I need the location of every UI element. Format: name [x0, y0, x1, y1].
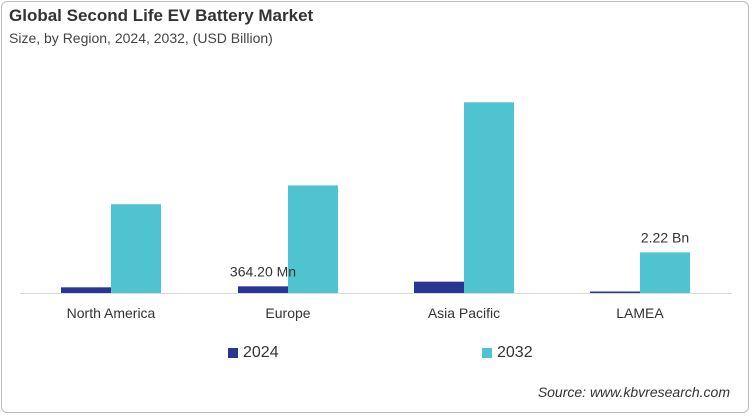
bar-2024-europe: [238, 286, 288, 293]
x-tick-label: North America: [67, 305, 156, 321]
bar-2032-asia-pacific: [464, 102, 514, 294]
x-tick-label: LAMEA: [616, 305, 664, 321]
legend-swatch-2024: [228, 348, 238, 358]
source-note: Source: www.kbvresearch.com: [537, 384, 730, 400]
x-tick-label: Asia Pacific: [428, 305, 500, 321]
data-label: 364.20 Mn: [230, 263, 296, 279]
bar-2024-lamea: [590, 291, 640, 293]
chart-title: Global Second Life EV Battery Market: [9, 6, 314, 25]
legend-label-2024: 2024: [243, 344, 279, 361]
x-tick-label: Europe: [265, 305, 310, 321]
bar-2032-lamea: [640, 252, 690, 293]
bar-2024-asia-pacific: [414, 281, 464, 293]
data-label: 2.22 Bn: [641, 229, 689, 245]
bar-2032-europe: [288, 185, 338, 293]
legend-swatch-2032: [482, 348, 492, 358]
bar-2032-north-america: [111, 204, 161, 293]
bar-2024-north-america: [61, 287, 111, 293]
chart-subtitle: Size, by Region, 2024, 2032, (USD Billio…: [9, 30, 273, 46]
legend-item-2024: 2024: [228, 344, 279, 362]
legend-item-2032: 2032: [482, 344, 533, 362]
legend-label-2032: 2032: [497, 344, 533, 361]
